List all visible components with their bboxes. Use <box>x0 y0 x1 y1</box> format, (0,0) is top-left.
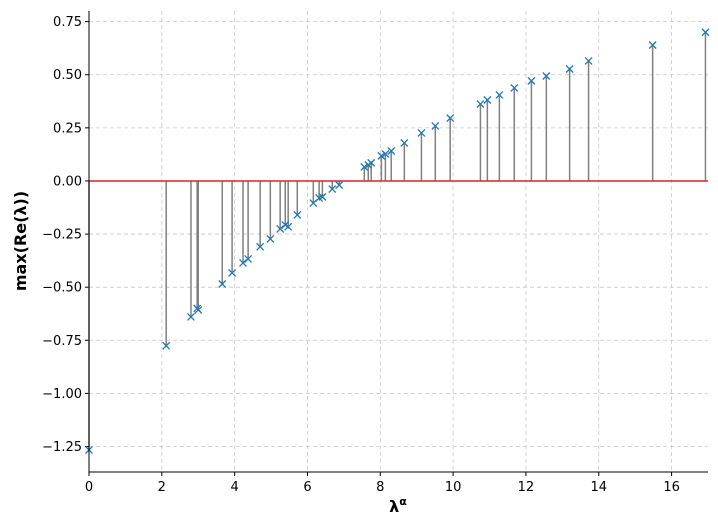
x-tick-label: 2 <box>158 480 166 495</box>
marker <box>276 225 285 233</box>
marker <box>218 280 227 288</box>
marker <box>328 185 337 193</box>
marker <box>565 65 574 73</box>
marker <box>256 242 265 251</box>
y-tick-label: 0.50 <box>53 68 82 83</box>
y-tick-label: 0.25 <box>53 121 82 136</box>
marker <box>417 128 426 137</box>
marker <box>293 210 302 219</box>
marker <box>335 181 344 189</box>
x-tick-label: 10 <box>445 480 462 495</box>
marker <box>495 90 504 99</box>
marker <box>367 158 376 167</box>
marker <box>527 76 536 85</box>
marker <box>284 222 293 231</box>
y-tick-label: 0.75 <box>53 15 82 30</box>
marker <box>239 258 247 267</box>
y-tick-label: −0.50 <box>42 281 82 296</box>
y-tick-label: −1.25 <box>42 440 82 455</box>
x-tick-label: 12 <box>518 480 535 495</box>
marker <box>162 341 171 350</box>
y-tick-label: −0.75 <box>42 334 82 349</box>
marker <box>431 121 440 130</box>
marker <box>194 305 203 314</box>
x-tick-label: 8 <box>376 480 384 495</box>
marker <box>381 150 390 158</box>
marker <box>244 254 253 263</box>
x-tick-label: 16 <box>663 480 680 495</box>
marker <box>186 312 195 321</box>
marker <box>266 234 275 243</box>
marker <box>387 147 396 155</box>
x-tick-label: 14 <box>590 480 607 495</box>
y-axis-label: max(Re(λ)) <box>11 191 30 291</box>
marker <box>584 56 593 65</box>
marker <box>228 268 237 277</box>
y-tick-label: −1.00 <box>42 387 82 402</box>
marker <box>483 96 492 104</box>
x-axis-label: λα <box>389 495 407 516</box>
marker <box>360 162 369 171</box>
x-tick-label: 0 <box>85 480 93 495</box>
marker <box>701 28 710 37</box>
x-tick-label: 6 <box>303 480 311 495</box>
marker <box>400 138 409 147</box>
marker <box>377 151 386 160</box>
marker <box>476 100 485 109</box>
y-tick-label: 0.00 <box>53 174 82 189</box>
y-tick-label: −0.25 <box>42 228 82 243</box>
x-tick-label: 4 <box>231 480 239 495</box>
marker <box>648 41 657 49</box>
marker <box>510 83 519 92</box>
marker <box>542 72 551 80</box>
marker <box>446 114 455 123</box>
marker <box>318 192 327 201</box>
